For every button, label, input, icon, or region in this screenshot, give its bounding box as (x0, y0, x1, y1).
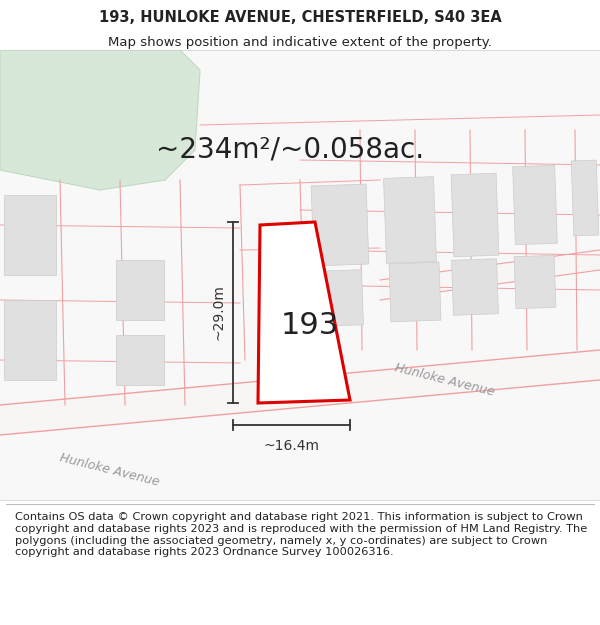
Text: Hunloke Avenue: Hunloke Avenue (59, 451, 161, 489)
Polygon shape (4, 300, 56, 380)
Polygon shape (389, 262, 441, 322)
Polygon shape (514, 256, 556, 309)
Polygon shape (116, 335, 164, 385)
Polygon shape (4, 195, 56, 275)
Text: Hunloke Avenue: Hunloke Avenue (394, 361, 496, 399)
Polygon shape (451, 173, 499, 257)
Polygon shape (258, 222, 350, 403)
Polygon shape (452, 259, 499, 315)
Polygon shape (0, 50, 200, 190)
Text: ~234m²/~0.058ac.: ~234m²/~0.058ac. (156, 136, 424, 164)
Polygon shape (571, 160, 599, 236)
Text: 193, HUNLOKE AVENUE, CHESTERFIELD, S40 3EA: 193, HUNLOKE AVENUE, CHESTERFIELD, S40 3… (98, 10, 502, 25)
Text: 193: 193 (281, 311, 339, 339)
Polygon shape (311, 184, 369, 266)
Text: Map shows position and indicative extent of the property.: Map shows position and indicative extent… (108, 36, 492, 49)
Text: ~16.4m: ~16.4m (263, 439, 320, 453)
Polygon shape (0, 50, 600, 500)
Text: ~29.0m: ~29.0m (211, 284, 225, 341)
Text: Contains OS data © Crown copyright and database right 2021. This information is : Contains OS data © Crown copyright and d… (15, 512, 587, 558)
Polygon shape (116, 260, 164, 320)
Polygon shape (380, 250, 600, 300)
Polygon shape (383, 177, 436, 263)
Polygon shape (512, 165, 557, 245)
Polygon shape (0, 350, 600, 435)
Polygon shape (317, 270, 364, 326)
